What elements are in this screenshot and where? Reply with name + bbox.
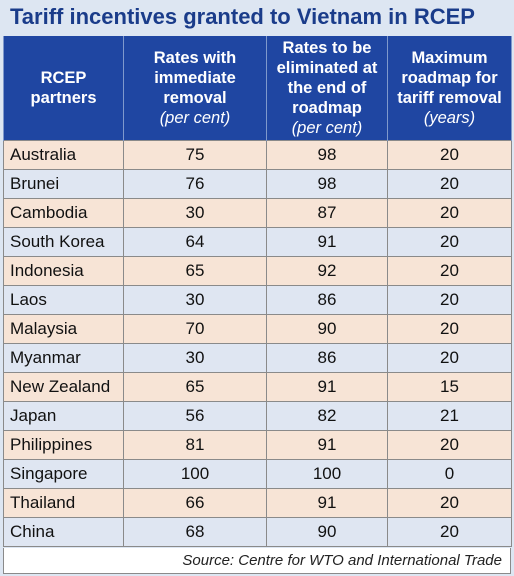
cell-years: 20 — [387, 197, 512, 228]
cell-end: 91 — [266, 429, 388, 460]
cell-end: 82 — [266, 400, 388, 431]
cell-years: 20 — [387, 342, 512, 373]
cell-years: 0 — [387, 458, 512, 489]
cell-immediate: 68 — [123, 516, 267, 547]
cell-end: 90 — [266, 313, 388, 344]
table-row: Laos 30 86 20 — [3, 284, 512, 315]
cell-country: China — [3, 516, 124, 547]
cell-country: New Zealand — [3, 371, 124, 402]
header-label: Maximum roadmap for tariff removal — [397, 48, 502, 107]
cell-country: Brunei — [3, 168, 124, 199]
table-row: Thailand 66 91 20 — [3, 487, 512, 518]
source-note: Source: Centre for WTO and International… — [3, 548, 511, 574]
cell-country: Singapore — [3, 458, 124, 489]
cell-immediate: 70 — [123, 313, 267, 344]
cell-end: 91 — [266, 371, 388, 402]
cell-immediate: 66 — [123, 487, 267, 518]
header-row: RCEP partners Rates with immediate remov… — [3, 36, 512, 140]
cell-end: 86 — [266, 284, 388, 315]
cell-country: Australia — [3, 139, 124, 170]
cell-end: 91 — [266, 487, 388, 518]
header-immediate: Rates with immediate removal (per cent) — [123, 36, 267, 140]
cell-immediate: 30 — [123, 197, 267, 228]
cell-immediate: 81 — [123, 429, 267, 460]
table-row: Indonesia 65 92 20 — [3, 255, 512, 286]
cell-country: South Korea — [3, 226, 124, 257]
header-unit: (years) — [423, 108, 476, 127]
cell-immediate: 56 — [123, 400, 267, 431]
header-unit: (per cent) — [291, 118, 363, 137]
cell-end: 86 — [266, 342, 388, 373]
table-row: Brunei 76 98 20 — [3, 168, 512, 199]
table-title: Tariff incentives granted to Vietnam in … — [10, 4, 475, 29]
cell-years: 20 — [387, 313, 512, 344]
cell-immediate: 100 — [123, 458, 267, 489]
cell-immediate: 30 — [123, 342, 267, 373]
cell-years: 20 — [387, 255, 512, 286]
cell-years: 20 — [387, 139, 512, 170]
cell-country: Myanmar — [3, 342, 124, 373]
cell-immediate: 75 — [123, 139, 267, 170]
cell-end: 100 — [266, 458, 388, 489]
cell-years: 20 — [387, 226, 512, 257]
cell-immediate: 64 — [123, 226, 267, 257]
cell-end: 87 — [266, 197, 388, 228]
cell-immediate: 65 — [123, 255, 267, 286]
cell-years: 20 — [387, 284, 512, 315]
table-row: Myanmar 30 86 20 — [3, 342, 512, 373]
table-row: Cambodia 30 87 20 — [3, 197, 512, 228]
table-row: Philippines 81 91 20 — [3, 429, 512, 460]
table-row: Singapore 100 100 0 — [3, 458, 512, 489]
table-row: South Korea 64 91 20 — [3, 226, 512, 257]
cell-end: 98 — [266, 139, 388, 170]
header-label: RCEP partners — [30, 68, 97, 107]
table-row: China 68 90 20 — [3, 516, 512, 547]
cell-years: 20 — [387, 429, 512, 460]
cell-end: 98 — [266, 168, 388, 199]
cell-end: 92 — [266, 255, 388, 286]
header-label: Rates to be eliminated at the end of roa… — [276, 38, 378, 117]
cell-country: Japan — [3, 400, 124, 431]
cell-country: Malaysia — [3, 313, 124, 344]
cell-country: Philippines — [3, 429, 124, 460]
cell-country: Cambodia — [3, 197, 124, 228]
tariff-table: RCEP partners Rates with immediate remov… — [3, 36, 512, 547]
cell-immediate: 65 — [123, 371, 267, 402]
cell-country: Thailand — [3, 487, 124, 518]
header-end-of-roadmap: Rates to be eliminated at the end of roa… — [266, 36, 388, 140]
header-unit: (per cent) — [159, 108, 231, 127]
cell-years: 20 — [387, 516, 512, 547]
header-label: Rates with immediate removal — [153, 48, 237, 107]
table-row: New Zealand 65 91 15 — [3, 371, 512, 402]
table-row: Malaysia 70 90 20 — [3, 313, 512, 344]
table-row: Australia 75 98 20 — [3, 139, 512, 170]
cell-country: Laos — [3, 284, 124, 315]
table-row: Japan 56 82 21 — [3, 400, 512, 431]
cell-country: Indonesia — [3, 255, 124, 286]
cell-immediate: 30 — [123, 284, 267, 315]
cell-years: 21 — [387, 400, 512, 431]
cell-end: 90 — [266, 516, 388, 547]
cell-immediate: 76 — [123, 168, 267, 199]
cell-years: 15 — [387, 371, 512, 402]
cell-years: 20 — [387, 487, 512, 518]
header-partners: RCEP partners — [3, 36, 124, 140]
cell-years: 20 — [387, 168, 512, 199]
header-max-roadmap: Maximum roadmap for tariff removal (year… — [387, 36, 512, 140]
cell-end: 91 — [266, 226, 388, 257]
